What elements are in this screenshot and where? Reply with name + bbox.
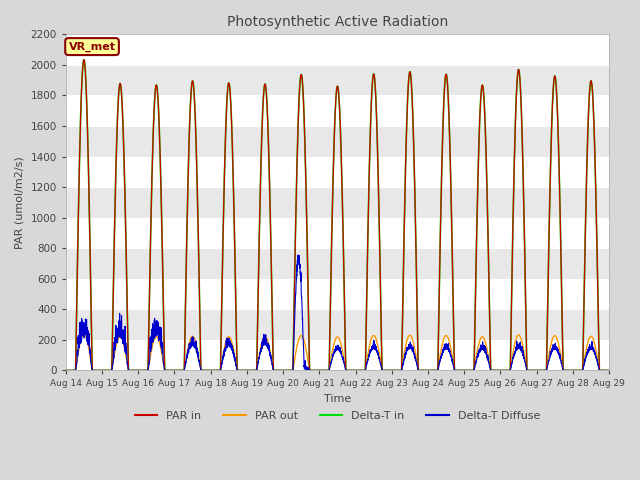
X-axis label: Time: Time bbox=[324, 394, 351, 404]
Y-axis label: PAR (umol/m2/s): PAR (umol/m2/s) bbox=[15, 156, 25, 249]
Bar bbox=[66, 126, 609, 156]
Title: Photosynthetic Active Radiation: Photosynthetic Active Radiation bbox=[227, 15, 448, 29]
Text: VR_met: VR_met bbox=[68, 41, 116, 52]
Bar bbox=[66, 309, 609, 340]
Bar bbox=[66, 187, 609, 217]
Legend: PAR in, PAR out, Delta-T in, Delta-T Diffuse: PAR in, PAR out, Delta-T in, Delta-T Dif… bbox=[131, 407, 545, 425]
Bar bbox=[66, 65, 609, 96]
Bar bbox=[66, 248, 609, 279]
